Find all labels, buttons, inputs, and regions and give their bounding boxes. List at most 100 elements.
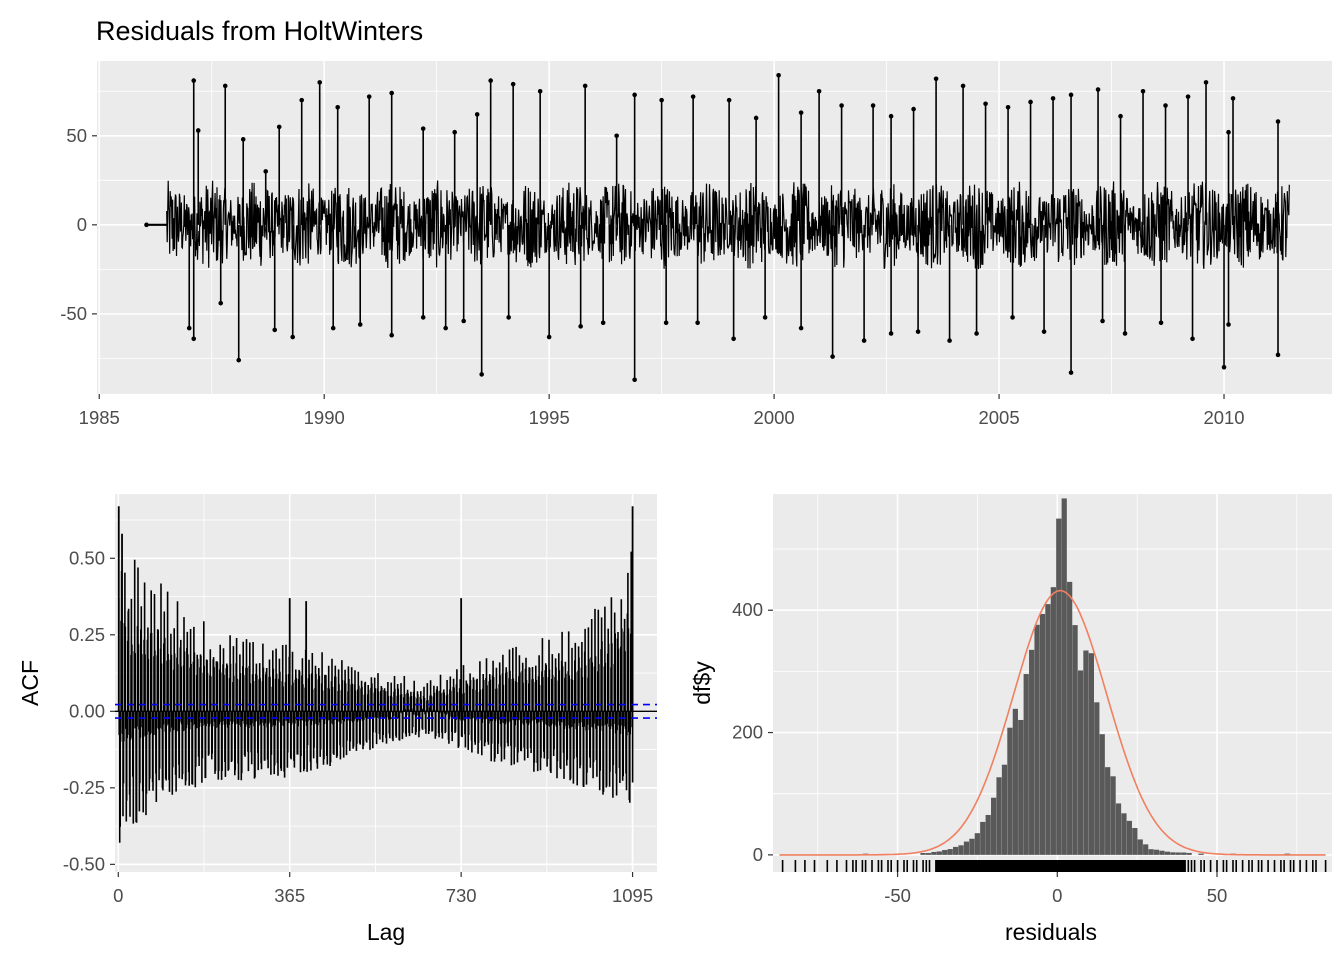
spike-point bbox=[191, 78, 197, 83]
plot-title: Residuals from HoltWinters bbox=[96, 16, 423, 46]
histogram-bar bbox=[1056, 518, 1062, 855]
spike-point bbox=[236, 357, 242, 363]
spike-point bbox=[335, 104, 341, 110]
spike-point bbox=[1118, 113, 1123, 119]
spike-point bbox=[1163, 103, 1168, 108]
spike-point bbox=[663, 320, 669, 326]
spike-point bbox=[506, 315, 511, 320]
histogram-bar bbox=[1067, 581, 1073, 855]
histogram-bar bbox=[1121, 813, 1127, 855]
data-point bbox=[144, 222, 149, 228]
spike-point bbox=[443, 325, 448, 331]
histogram-bar bbox=[1023, 674, 1029, 855]
spike-point bbox=[888, 113, 894, 119]
spike-point bbox=[762, 315, 768, 320]
spike-point bbox=[195, 128, 201, 133]
y-tick-label: -50 bbox=[60, 303, 87, 324]
acf-confidence-lines bbox=[115, 703, 657, 719]
spike-point bbox=[276, 124, 282, 130]
histogram-bar bbox=[1099, 734, 1105, 855]
spike-point bbox=[461, 318, 466, 324]
acf-bars bbox=[115, 506, 657, 843]
y-tick-label: 200 bbox=[732, 722, 763, 743]
spike-point bbox=[488, 78, 493, 83]
spike-point bbox=[632, 377, 637, 383]
histogram-bar bbox=[1007, 727, 1013, 855]
spike-point bbox=[222, 83, 228, 89]
x-tick-label: 730 bbox=[446, 885, 477, 906]
histogram-bar bbox=[936, 851, 942, 855]
spike-point bbox=[1028, 99, 1033, 105]
histogram-bars bbox=[862, 498, 1290, 855]
time-series-line bbox=[144, 72, 1290, 383]
spike-point bbox=[776, 72, 781, 78]
histogram-bar bbox=[942, 850, 948, 855]
y-tick-label: 0.25 bbox=[69, 624, 105, 645]
spike-point bbox=[263, 169, 269, 174]
histogram-bar bbox=[1001, 764, 1008, 855]
spike-point bbox=[753, 115, 759, 121]
histogram-axes: -50 0 50 400 200 0 bbox=[732, 599, 1227, 906]
histogram-y-axis-title: df$y bbox=[689, 661, 715, 705]
histogram-bar bbox=[1088, 653, 1094, 855]
x-tick-label: 50 bbox=[1207, 885, 1228, 906]
histogram-bar bbox=[1137, 839, 1143, 855]
spike-point bbox=[1041, 329, 1047, 334]
spike-point bbox=[933, 76, 939, 82]
spike-point bbox=[960, 83, 966, 89]
spike-point bbox=[816, 88, 822, 94]
spike-point bbox=[290, 334, 296, 340]
x-tick-label: 2000 bbox=[754, 407, 795, 428]
histogram-bar bbox=[947, 849, 953, 855]
spike-point bbox=[510, 81, 516, 87]
histogram-bar bbox=[1164, 851, 1171, 855]
histogram-bar bbox=[1132, 827, 1138, 855]
histogram-bar bbox=[1115, 803, 1122, 855]
spike-point bbox=[357, 322, 363, 327]
histogram-bar bbox=[1094, 702, 1100, 855]
spike-point bbox=[1226, 129, 1231, 135]
spike-point bbox=[861, 338, 867, 343]
spike-point bbox=[420, 315, 426, 320]
histogram-bar bbox=[952, 846, 959, 855]
histogram-bar bbox=[1072, 625, 1078, 855]
spike-point bbox=[317, 80, 323, 85]
histogram-bar bbox=[969, 838, 975, 855]
histogram-rug bbox=[781, 860, 1327, 872]
spike-point bbox=[218, 300, 224, 306]
spike-point bbox=[479, 372, 484, 377]
spike-point bbox=[1010, 315, 1015, 320]
spike-point bbox=[1140, 88, 1146, 94]
spike-point bbox=[1275, 352, 1281, 358]
y-tick-label: -0.50 bbox=[63, 853, 105, 874]
spike-point bbox=[1122, 331, 1128, 336]
histogram-bar bbox=[1175, 852, 1181, 855]
spike-point bbox=[1068, 370, 1074, 375]
acf-plot: 0 365 730 1095 0.50 0.25 0.00 -0.25 -0.50 Lag AC… bbox=[17, 494, 657, 945]
spike-point bbox=[1005, 104, 1011, 110]
spike-point bbox=[690, 94, 696, 99]
y-tick-label: 50 bbox=[66, 125, 87, 146]
spike-point bbox=[830, 354, 835, 359]
histogram-bar bbox=[991, 797, 997, 855]
spike-point bbox=[798, 110, 804, 115]
histogram-bar bbox=[1126, 820, 1132, 855]
x-tick-label: 2010 bbox=[1203, 407, 1244, 428]
histogram-x-axis-title: residuals bbox=[1005, 919, 1097, 945]
x-tick-label: 1095 bbox=[612, 885, 653, 906]
y-tick-label: 400 bbox=[732, 599, 763, 620]
histogram-bar bbox=[931, 851, 937, 855]
spike-point bbox=[389, 332, 394, 338]
histogram-bar bbox=[1012, 708, 1018, 855]
spike-point bbox=[600, 320, 606, 326]
spike-point bbox=[1185, 94, 1191, 99]
histogram-bar bbox=[985, 814, 991, 855]
histogram-bar bbox=[1105, 767, 1111, 855]
spike-point bbox=[366, 94, 372, 99]
histogram-bar bbox=[1018, 719, 1024, 855]
residuals-time-series-plot: Residuals from HoltWinters 1985 1990 1995 2… bbox=[60, 16, 1332, 428]
spike-point bbox=[582, 83, 588, 89]
spike-point bbox=[1226, 322, 1231, 327]
y-tick-label: -0.25 bbox=[63, 777, 105, 798]
